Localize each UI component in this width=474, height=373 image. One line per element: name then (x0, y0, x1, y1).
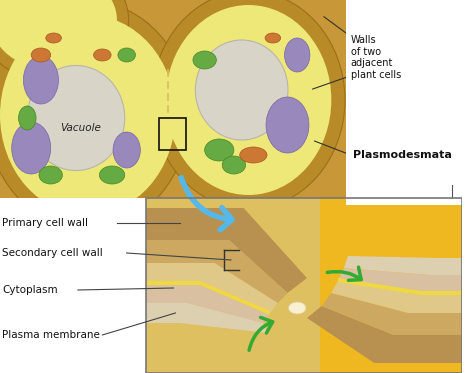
Text: Primary cell wall: Primary cell wall (2, 218, 88, 228)
Polygon shape (344, 256, 462, 275)
Text: Vacuole: Vacuole (60, 123, 101, 133)
Polygon shape (338, 268, 462, 293)
FancyArrowPatch shape (181, 178, 232, 230)
Polygon shape (321, 293, 462, 335)
Polygon shape (146, 283, 270, 323)
Bar (320, 198, 462, 373)
Ellipse shape (193, 51, 216, 69)
Polygon shape (146, 303, 268, 333)
Ellipse shape (0, 1, 189, 229)
Text: Walls
of two
adjacent
plant cells: Walls of two adjacent plant cells (351, 35, 401, 80)
Ellipse shape (222, 156, 246, 174)
Ellipse shape (12, 122, 51, 174)
Polygon shape (307, 306, 462, 363)
Ellipse shape (113, 132, 140, 168)
Bar (0, 198, 146, 373)
Ellipse shape (289, 302, 306, 314)
Polygon shape (146, 263, 278, 313)
FancyArrowPatch shape (327, 267, 361, 280)
Ellipse shape (152, 0, 345, 209)
Ellipse shape (46, 33, 62, 43)
Ellipse shape (23, 56, 58, 104)
Ellipse shape (39, 166, 63, 184)
FancyArrowPatch shape (249, 317, 273, 350)
Ellipse shape (284, 38, 310, 72)
Ellipse shape (266, 97, 309, 153)
Bar (346, 0, 462, 205)
Ellipse shape (0, 15, 175, 215)
Bar (146, 198, 320, 373)
Polygon shape (146, 240, 288, 303)
Polygon shape (331, 280, 462, 313)
Text: Plasma membrane: Plasma membrane (2, 330, 100, 340)
Ellipse shape (100, 166, 125, 184)
Ellipse shape (205, 139, 234, 161)
Ellipse shape (195, 40, 288, 140)
Ellipse shape (18, 106, 36, 130)
Text: Plasmodesmata: Plasmodesmata (353, 150, 452, 160)
Ellipse shape (166, 5, 331, 195)
Ellipse shape (31, 48, 51, 62)
Polygon shape (146, 208, 307, 293)
Bar (146, 198, 462, 373)
Ellipse shape (0, 0, 117, 70)
Bar (0, 0, 346, 205)
Ellipse shape (118, 48, 136, 62)
Text: Secondary cell wall: Secondary cell wall (2, 248, 103, 258)
Ellipse shape (265, 33, 281, 43)
Ellipse shape (27, 66, 125, 170)
Polygon shape (146, 281, 270, 315)
Bar (146, 198, 462, 373)
Text: Cytoplasm: Cytoplasm (2, 285, 57, 295)
Ellipse shape (93, 49, 111, 61)
Polygon shape (338, 278, 462, 295)
Ellipse shape (240, 147, 267, 163)
Bar (159, 118, 186, 150)
Ellipse shape (0, 0, 128, 82)
